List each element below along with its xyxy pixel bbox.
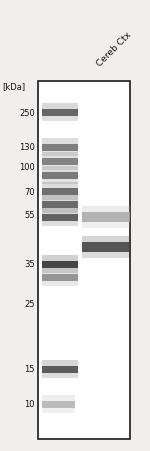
- Bar: [38, 82, 130, 439]
- Bar: [42, 139, 78, 144]
- Text: 70: 70: [24, 188, 35, 197]
- Text: 25: 25: [24, 300, 35, 309]
- Bar: [42, 269, 78, 274]
- Bar: [82, 236, 130, 243]
- Bar: [42, 268, 78, 273]
- Bar: [42, 179, 78, 184]
- Text: 15: 15: [24, 365, 35, 374]
- Bar: [42, 183, 78, 188]
- Text: 250: 250: [19, 108, 35, 117]
- Bar: [42, 366, 78, 373]
- Text: [kDa]: [kDa]: [2, 82, 25, 91]
- Bar: [82, 222, 130, 229]
- Bar: [42, 104, 78, 109]
- Bar: [42, 196, 78, 201]
- Text: 100: 100: [19, 163, 35, 172]
- Bar: [42, 172, 78, 179]
- Bar: [82, 243, 130, 252]
- Text: Cereb Ctx: Cereb Ctx: [95, 30, 133, 68]
- Bar: [42, 214, 78, 221]
- Bar: [82, 213, 130, 222]
- Bar: [42, 256, 78, 261]
- Bar: [42, 261, 78, 268]
- Bar: [82, 206, 130, 213]
- Bar: [42, 158, 78, 165]
- Bar: [42, 151, 78, 156]
- Bar: [42, 201, 78, 208]
- Text: 55: 55: [24, 211, 35, 220]
- Bar: [82, 252, 130, 259]
- Bar: [42, 167, 78, 172]
- Bar: [42, 408, 75, 413]
- Bar: [42, 281, 78, 286]
- Text: 10: 10: [24, 400, 35, 409]
- Bar: [42, 360, 78, 366]
- Bar: [42, 188, 78, 195]
- Bar: [42, 195, 78, 200]
- Text: 35: 35: [24, 260, 35, 269]
- Bar: [42, 208, 78, 213]
- Bar: [42, 400, 75, 408]
- Bar: [42, 153, 78, 158]
- Bar: [42, 274, 78, 281]
- Bar: [42, 109, 78, 116]
- Bar: [42, 221, 78, 226]
- Bar: [42, 373, 78, 378]
- Text: 130: 130: [19, 143, 35, 152]
- Bar: [42, 144, 78, 151]
- Bar: [42, 209, 78, 214]
- Bar: [42, 165, 78, 170]
- Bar: [42, 116, 78, 121]
- Bar: [42, 396, 75, 400]
